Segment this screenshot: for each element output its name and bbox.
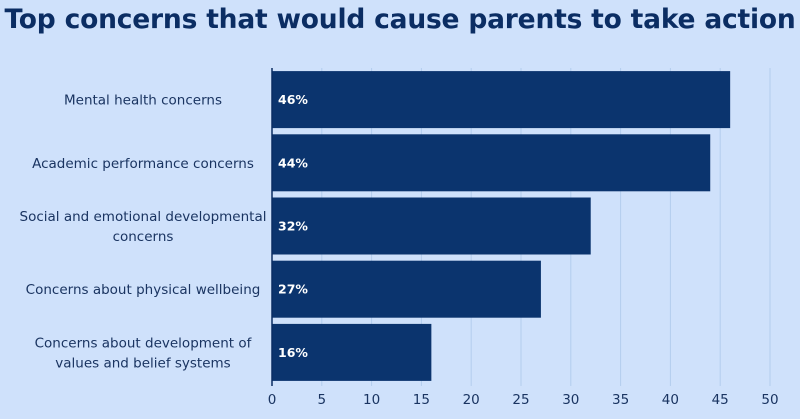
x-tick-label: 50 (761, 392, 778, 408)
bar-value-label: 27% (278, 282, 308, 297)
bar (272, 71, 731, 129)
bar (272, 323, 432, 381)
x-tick-label: 5 (318, 392, 327, 408)
x-tick-label: 30 (562, 392, 579, 408)
category-labels: Mental health concerns Academic performan… (20, 93, 267, 372)
bar-value-label: 32% (278, 219, 308, 234)
bar-value-label: 46% (278, 92, 308, 107)
bar-value-label: 16% (278, 345, 308, 360)
chart-title: Top concerns that would cause parents to… (4, 4, 796, 35)
x-axis-ticks: 0 5 10 15 20 25 30 35 40 45 50 (268, 392, 779, 408)
bar (272, 134, 711, 192)
bar (272, 260, 541, 318)
category-label: Concerns about physical wellbeing (26, 282, 261, 298)
category-label: Mental health concerns (64, 93, 222, 109)
x-tick-label: 25 (512, 392, 529, 408)
bar-group: 46% 44% 32% 27% 16% (272, 71, 731, 381)
x-tick-label: 0 (268, 392, 277, 408)
bar-value-label: 44% (278, 155, 308, 170)
x-tick-label: 20 (463, 392, 480, 408)
category-label: Concerns about development of values and … (35, 335, 253, 371)
x-tick-label: 45 (712, 392, 729, 408)
x-tick-label: 40 (662, 392, 679, 408)
bar (272, 197, 591, 255)
category-label: Social and emotional developmental concer… (20, 209, 267, 245)
x-tick-label: 15 (413, 392, 430, 408)
x-tick-label: 35 (612, 392, 629, 408)
category-label: Academic performance concerns (32, 156, 254, 172)
x-tick-label: 10 (363, 392, 380, 408)
